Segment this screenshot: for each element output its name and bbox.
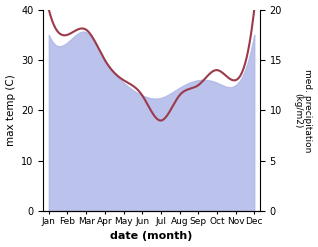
Y-axis label: med. precipitation
(kg/m2): med. precipitation (kg/m2) — [293, 69, 313, 152]
Y-axis label: max temp (C): max temp (C) — [5, 75, 16, 146]
X-axis label: date (month): date (month) — [110, 231, 193, 242]
